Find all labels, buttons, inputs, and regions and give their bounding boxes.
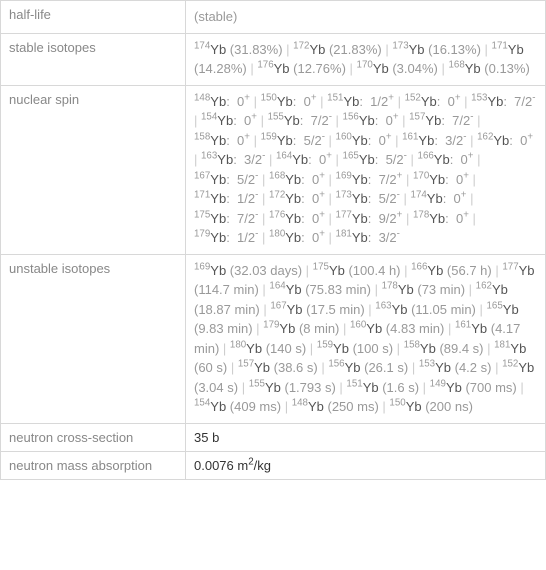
isotope: 155Yb (1.793 s) (249, 380, 336, 395)
isotope: 178Yb (73 min) (382, 282, 465, 297)
isotope-spin: 166Yb: 0+ (418, 152, 474, 167)
isotope-spin: 165Yb: 5/2- (343, 152, 407, 167)
isotope: 158Yb (89.4 s) (404, 341, 484, 356)
isotope: 164Yb (75.83 min) (269, 282, 371, 297)
isotope-spin: 179Yb: 1/2- (194, 230, 258, 245)
isotope: 151Yb (1.6 s) (346, 380, 419, 395)
isotope-spin: 177Yb: 9/2+ (336, 211, 403, 226)
isotope-spin: 178Yb: 0+ (413, 211, 469, 226)
isotope-spin: 162Yb: 0+ (477, 133, 533, 148)
isotope-spin: 173Yb: 5/2- (336, 191, 400, 206)
isotope: 154Yb (409 ms) (194, 399, 281, 414)
isotope-spin: 154Yb: 0+ (201, 113, 257, 128)
isotope: 176Yb (12.76%) (257, 61, 346, 76)
isotope: 156Yb (26.1 s) (328, 360, 408, 375)
isotope-spin: 159Yb: 5/2- (261, 133, 325, 148)
isotope: 173Yb (16.13%) (392, 42, 481, 57)
isotope: 150Yb (200 ns) (389, 399, 473, 414)
isotope: 168Yb (0.13%) (448, 61, 529, 76)
row-half-life: half-life (stable) (1, 1, 546, 34)
isotope: 157Yb (38.6 s) (238, 360, 318, 375)
isotope: 167Yb (17.5 min) (270, 302, 364, 317)
isotope-spin: 157Yb: 7/2- (409, 113, 473, 128)
isotope-spin: 169Yb: 7/2+ (336, 172, 403, 187)
label-unstable-isotopes: unstable isotopes (1, 254, 186, 423)
isotope-spin: 170Yb: 0+ (413, 172, 469, 187)
isotope: 149Yb (700 ms) (430, 380, 517, 395)
isotope-spin: 155Yb: 7/2- (268, 113, 332, 128)
value-stable-isotopes: 174Yb (31.83%) | 172Yb (21.83%) | 173Yb … (186, 33, 546, 85)
isotope: 159Yb (100 s) (317, 341, 393, 356)
isotope: 148Yb (250 ms) (292, 399, 379, 414)
isotope: 163Yb (11.05 min) (375, 302, 476, 317)
isotope-spin: 168Yb: 0+ (269, 172, 325, 187)
isotope: 170Yb (3.04%) (357, 61, 438, 76)
isotope-spin: 150Yb: 0+ (261, 94, 317, 109)
isotope: 153Yb (4.2 s) (419, 360, 492, 375)
isotope: 172Yb (21.83%) (293, 42, 382, 57)
isotope-spin: 175Yb: 7/2- (194, 211, 258, 226)
isotope-spin: 181Yb: 3/2- (336, 230, 400, 245)
label-stable-isotopes: stable isotopes (1, 33, 186, 85)
isotope-spin: 148Yb: 0+ (194, 94, 250, 109)
isotope: 166Yb (56.7 h) (411, 263, 492, 278)
isotope-spin: 153Yb: 7/2- (471, 94, 535, 109)
isotope-spin: 158Yb: 0+ (194, 133, 250, 148)
isotope-spin: 172Yb: 0+ (269, 191, 325, 206)
value-half-life: (stable) (186, 1, 546, 34)
isotope-spin: 152Yb: 0+ (405, 94, 461, 109)
value-neutron-mass-absorption: 0.0076 m2/kg (186, 451, 546, 479)
value-unstable-isotopes: 169Yb (32.03 days) | 175Yb (100.4 h) | 1… (186, 254, 546, 423)
value-neutron-cross-section: 35 b (186, 423, 546, 451)
isotope: 180Yb (140 s) (230, 341, 306, 356)
isotope-spin: 176Yb: 0+ (269, 211, 325, 226)
isotope: 179Yb (8 min) (263, 321, 339, 336)
isotope-spin: 161Yb: 3/2- (402, 133, 466, 148)
row-unstable-isotopes: unstable isotopes 169Yb (32.03 days) | 1… (1, 254, 546, 423)
isotope: 160Yb (4.83 min) (350, 321, 444, 336)
row-nuclear-spin: nuclear spin 148Yb: 0+ | 150Yb: 0+ | 151… (1, 85, 546, 254)
isotope-spin: 171Yb: 1/2- (194, 191, 258, 206)
row-neutron-cross-section: neutron cross-section 35 b (1, 423, 546, 451)
label-half-life: half-life (1, 1, 186, 34)
isotope-spin: 160Yb: 0+ (336, 133, 392, 148)
isotope-spin: 167Yb: 5/2- (194, 172, 258, 187)
row-neutron-mass-absorption: neutron mass absorption 0.0076 m2/kg (1, 451, 546, 479)
isotope-spin: 180Yb: 0+ (269, 230, 325, 245)
isotope-spin: 164Yb: 0+ (276, 152, 332, 167)
isotope-spin: 151Yb: 1/2+ (327, 94, 394, 109)
isotope-spin: 163Yb: 3/2- (201, 152, 265, 167)
value-nuclear-spin: 148Yb: 0+ | 150Yb: 0+ | 151Yb: 1/2+ | 15… (186, 85, 546, 254)
properties-table: half-life (stable) stable isotopes 174Yb… (0, 0, 546, 480)
label-nuclear-spin: nuclear spin (1, 85, 186, 254)
isotope-spin: 156Yb: 0+ (343, 113, 399, 128)
label-neutron-mass-absorption: neutron mass absorption (1, 451, 186, 479)
row-stable-isotopes: stable isotopes 174Yb (31.83%) | 172Yb (… (1, 33, 546, 85)
isotope-spin: 174Yb: 0+ (411, 191, 467, 206)
isotope: 174Yb (31.83%) (194, 42, 283, 57)
isotope: 169Yb (32.03 days) (194, 263, 302, 278)
label-neutron-cross-section: neutron cross-section (1, 423, 186, 451)
isotope: 175Yb (100.4 h) (313, 263, 401, 278)
